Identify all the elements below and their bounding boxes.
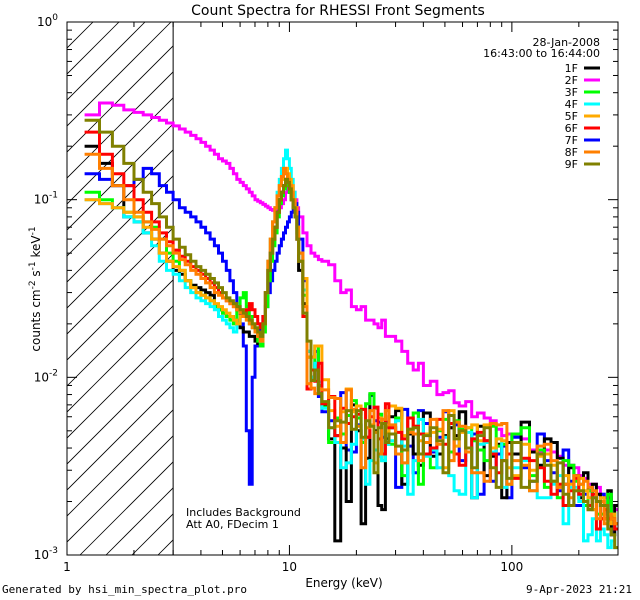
legend-label-5F: 5F <box>565 110 578 123</box>
footer-timestamp: 9-Apr-2023 21:21 <box>526 583 632 596</box>
legend-label-4F: 4F <box>565 98 578 111</box>
y-axis-label: counts cm-2 s-1 keV-1 <box>28 226 43 351</box>
date-label: 28-Jan-2008 <box>533 36 601 49</box>
hatch-line <box>67 227 174 335</box>
series-line-4F <box>84 148 618 550</box>
annotation-background: Includes Background <box>186 506 301 519</box>
footer-generated-by: Generated by hsi_min_spectra_plot.pro <box>2 583 248 596</box>
hatch-line <box>67 435 174 543</box>
series-line-8F <box>84 152 618 526</box>
series-line-5F <box>84 166 618 526</box>
x-tick-label: 100 <box>500 560 523 574</box>
hatch-line <box>79 461 174 555</box>
legend-label-2F: 2F <box>565 74 578 87</box>
hatch-line <box>67 279 174 387</box>
series-line-9F <box>84 118 618 550</box>
series-layer <box>84 101 618 550</box>
hatch-line <box>67 383 174 491</box>
legend-label-7F: 7F <box>565 134 578 147</box>
plot-frame <box>66 21 619 556</box>
hatch-line <box>67 22 172 127</box>
hatch-line <box>67 201 174 309</box>
y-tick-label: 10-1 <box>34 191 58 207</box>
y-tick-label: 10-3 <box>34 546 58 562</box>
annotation-attenuator: Att A0, FDecim 1 <box>186 518 279 531</box>
legend-label-3F: 3F <box>565 86 578 99</box>
hatch-line <box>67 409 174 517</box>
legend-label-1F: 1F <box>565 62 578 75</box>
legend-label-6F: 6F <box>565 122 578 135</box>
hatch-line <box>67 97 174 205</box>
series-line-2F <box>84 101 618 512</box>
time-range-label: 16:43:00 to 16:44:00 <box>483 47 600 60</box>
x-tick-label: 10 <box>282 560 297 574</box>
legend-label-9F: 9F <box>565 158 578 171</box>
y-tick-label: 100 <box>37 13 58 29</box>
axis-ticks: 1 10 100 100 10-1 10-2 10-3 <box>34 13 619 574</box>
y-tick-label: 10-2 <box>34 368 58 384</box>
hatch-line <box>67 253 174 361</box>
x-tick-label: 1 <box>63 560 71 574</box>
chart-title: Count Spectra for RHESSI Front Segments <box>191 3 485 19</box>
legend-label-8F: 8F <box>565 146 578 159</box>
hatch-line <box>67 45 174 153</box>
x-axis-label: Energy (keV) <box>305 576 382 590</box>
